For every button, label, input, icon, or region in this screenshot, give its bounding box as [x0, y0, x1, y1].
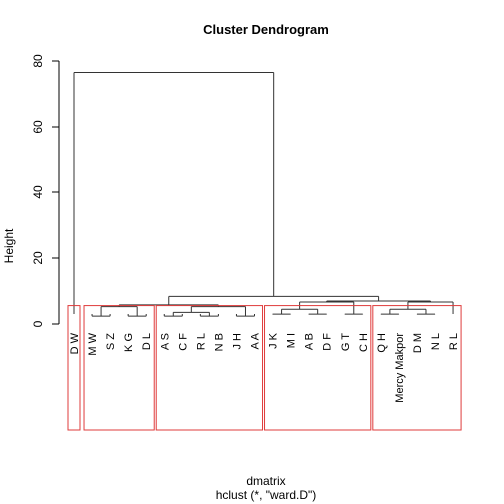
- cluster-box: [83, 305, 155, 431]
- method-sublabel: hclust (*, "ward.D"): [216, 488, 317, 502]
- leaf-label: S Z: [105, 333, 117, 350]
- cluster-box: [67, 305, 81, 431]
- y-tick-label: 60: [31, 120, 45, 134]
- y-tick-label: 40: [31, 185, 45, 199]
- leaf-label: M W: [87, 332, 99, 355]
- y-tick-label: 20: [31, 251, 45, 265]
- y-tick-label: 0: [31, 320, 45, 327]
- leaf-label: A A: [250, 332, 262, 349]
- y-axis-label: Height: [2, 228, 16, 263]
- y-axis: 0 20 40 60 80 Height: [2, 54, 60, 327]
- leaf-label: R L: [448, 333, 460, 350]
- leaf-label: N B: [213, 333, 225, 351]
- plot-title: Cluster Dendrogram: [203, 22, 329, 37]
- leaf-label: Mercy Makpor: [394, 333, 406, 403]
- cluster-box: [264, 305, 372, 431]
- leaf-label: D F: [322, 333, 334, 351]
- leaf-label: C F: [177, 333, 189, 351]
- leaf-label: K G: [123, 333, 135, 352]
- leaf-label: D W: [69, 332, 81, 354]
- x-axis-label: dmatrix: [246, 474, 285, 488]
- y-tick-label: 80: [31, 54, 45, 68]
- leaf-label: C H: [358, 333, 370, 352]
- leaf-label: J K: [268, 332, 280, 349]
- leaf-label: Q H: [376, 333, 388, 353]
- leaf-label: M I: [286, 333, 298, 348]
- leaf-label: D L: [141, 333, 153, 350]
- leaf-label: A B: [304, 333, 316, 350]
- leaf-label: G T: [340, 333, 352, 351]
- cluster-boxes: [67, 305, 462, 431]
- leaf-label: J H: [231, 333, 243, 350]
- leaf-label: A S: [159, 333, 171, 350]
- leaf-label: R L: [195, 333, 207, 350]
- leaf-label: D M: [412, 333, 424, 353]
- cluster-box: [155, 305, 264, 431]
- leaf-label: N L: [430, 333, 442, 350]
- dendrogram-tree: [73, 72, 454, 317]
- cluster-box: [372, 305, 462, 431]
